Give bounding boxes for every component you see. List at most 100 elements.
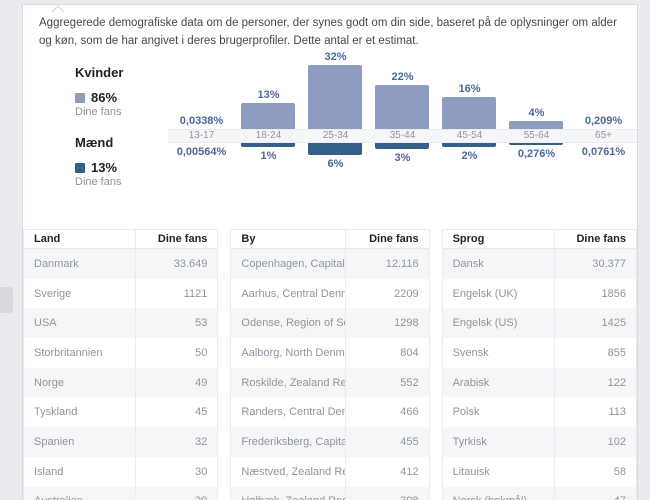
table-row: Svensk 855: [443, 338, 636, 368]
fans-table: Land Dine fans Danmark 33.649 Sverige 1121 USA…: [23, 229, 219, 500]
row-value: 398: [346, 495, 429, 500]
row-value: 102: [607, 435, 626, 448]
men-percent-label: 0,0761%: [581, 146, 626, 158]
chart-column: 32% 25-34 6%: [302, 51, 369, 227]
row-name: Næstved, Zealand Reg…: [231, 456, 346, 487]
row-value: 30.377: [592, 257, 626, 270]
table-row: Polsk 113: [443, 397, 636, 428]
row-value: 122: [607, 376, 626, 389]
table-row: Island 30: [24, 456, 217, 487]
column-header-value: Dine fans: [369, 233, 419, 245]
table-row: Næstved, Zealand Reg… 412: [231, 456, 428, 487]
table-row: Norsk (bokmål)47: [442, 486, 636, 500]
table-row: Litauisk 58: [443, 456, 636, 487]
table-row: Australien29: [24, 486, 218, 500]
men-bar[interactable]: [509, 143, 563, 145]
row-name: Tyrkisk: [443, 427, 555, 457]
fans-table: By Dine fans Copenhagen, Capital R… 12.116 A…: [230, 229, 430, 500]
table-row: Odense, Region of Sou… 1298: [231, 308, 429, 339]
table-row: USA 53: [24, 308, 218, 339]
men-swatch-icon: [75, 162, 85, 173]
chart-column: 22% 35-44 3%: [369, 51, 436, 227]
men-bar[interactable]: [375, 143, 429, 149]
active-tab-notch-icon: [51, 0, 65, 13]
men-percent-label: 1%: [260, 149, 277, 162]
row-name: Copenhagen, Capital R…: [231, 249, 346, 279]
row-value: 552: [400, 376, 419, 389]
row-name: Roskilde, Zealand Regi…: [231, 367, 346, 398]
row-value: 47: [555, 495, 636, 500]
table-row: Danmark 33.649: [24, 249, 218, 279]
row-name: Engelsk (UK): [443, 278, 555, 309]
men-bar[interactable]: [241, 143, 295, 147]
women-bar[interactable]: [442, 97, 496, 129]
column-header-name: Sprog: [443, 230, 555, 248]
women-bar[interactable]: [509, 121, 563, 129]
column-header-name: By: [231, 230, 346, 248]
women-percent-label: 0,209%: [584, 115, 623, 127]
chart-column: 16% 45-54 2%: [436, 51, 503, 227]
row-name: Randers, Central Den…: [231, 397, 346, 428]
row-value: 455: [400, 435, 419, 448]
chart-legend: Kvinder 86% Dine fans Mænd 13% Dine fans: [75, 65, 123, 188]
table-row: Aalborg, North Denmar… 804: [231, 338, 428, 368]
row-value: 49: [195, 376, 208, 389]
demographics-panel: Aggregerede demografiske data om de pers…: [22, 4, 638, 500]
table-row: Tyrkisk 102: [442, 427, 636, 457]
age-plot: 0,0338% 13-17 0,00564% 13% 18-24 1% 32% 25-34 6%…: [168, 51, 637, 227]
row-value: 804: [400, 346, 419, 359]
men-sublabel: Dine fans: [75, 176, 122, 188]
men-bar[interactable]: [308, 143, 362, 155]
row-name: Spanien: [24, 427, 137, 457]
row-value: 855: [607, 346, 626, 359]
row-name: Norsk (bokmål): [443, 486, 555, 500]
chart-column: 0,209% 65+ 0,0761%: [570, 51, 637, 227]
row-name: Danmark: [24, 249, 137, 279]
table-row: Aarhus, Central Denm… 2209: [231, 278, 428, 309]
women-percent-label: 0,0338%: [179, 115, 224, 127]
row-name: Aalborg, North Denmar…: [231, 338, 346, 368]
column-header-value: Dine fans: [157, 233, 208, 245]
row-value: 1121: [183, 287, 208, 300]
row-value: 1298: [394, 317, 419, 330]
row-name: Tyskland: [24, 397, 137, 428]
table-row: Engelsk (US) 1425: [442, 308, 636, 339]
table-header-row: Sprog Dine fans: [442, 230, 636, 249]
row-name: Svensk: [443, 338, 555, 368]
row-value: 32: [195, 435, 208, 448]
women-percent: 86%: [91, 90, 118, 105]
women-bar[interactable]: [308, 65, 362, 129]
women-bar[interactable]: [241, 103, 295, 129]
men-percent-label: 3%: [394, 152, 411, 164]
table-row: Engelsk (UK) 1856: [443, 278, 636, 309]
row-value: 29: [136, 495, 217, 500]
women-bar[interactable]: [375, 85, 429, 129]
age-group-label: 18-24: [255, 130, 282, 141]
women-swatch-icon: [75, 92, 85, 103]
table-row: Frederiksberg, Capital … 455: [231, 427, 429, 457]
women-sublabel: Dine fans: [75, 106, 122, 118]
table-row: Norge 49: [24, 367, 218, 398]
row-name: Dansk: [443, 249, 555, 279]
table-row: Roskilde, Zealand Regi… 552: [231, 367, 429, 398]
chart-column: 4% 55-64 0,276%: [503, 51, 570, 227]
age-group-label: 55-64: [523, 130, 550, 141]
tables-row: Land Dine fans Danmark 33.649 Sverige 1121 USA…: [23, 229, 637, 500]
table-row: Storbritannien 50: [24, 338, 217, 368]
table-row: Arabisk 122: [442, 367, 636, 398]
age-group-label: 65+: [595, 130, 612, 141]
row-value: 33.649: [173, 257, 208, 270]
column-header-value: Dine fans: [576, 233, 626, 245]
men-bar[interactable]: [442, 143, 496, 147]
demographics-description: Aggregerede demografiske data om de pers…: [39, 17, 617, 47]
column-header-name: Land: [24, 230, 137, 248]
men-percent-label: 0,276%: [517, 147, 556, 160]
chart-column: 0,0338% 13-17 0,00564%: [168, 51, 235, 227]
row-value: 58: [613, 465, 626, 478]
row-name: Holbæk, Zealand Region…: [231, 486, 346, 500]
table-row: Holbæk, Zealand Region…398: [231, 486, 429, 500]
row-name: USA: [24, 308, 137, 339]
women-percent-label: 4%: [528, 107, 545, 119]
women-percent-label: 13%: [257, 89, 280, 101]
